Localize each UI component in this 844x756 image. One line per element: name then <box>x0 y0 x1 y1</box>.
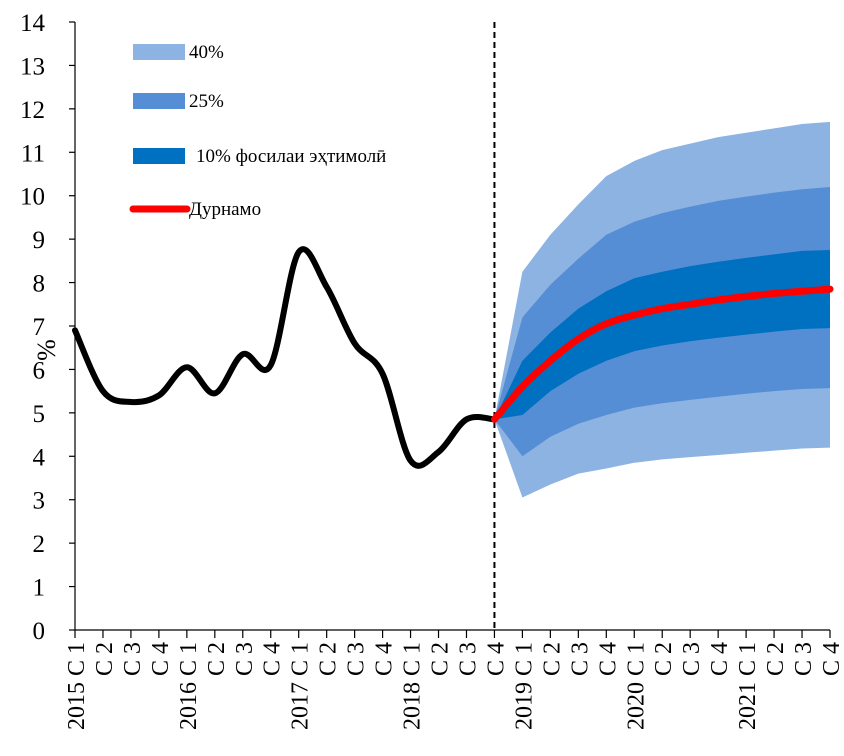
x-tick-label: С 2 <box>92 642 118 676</box>
x-tick-label: С 4 <box>148 642 174 676</box>
x-tick-label: С 4 <box>819 642 844 676</box>
y-tick-label: 7 <box>33 314 46 341</box>
chart-lines <box>72 22 834 630</box>
y-tick-label: 11 <box>21 140 45 167</box>
x-tick-label: С 4 <box>483 642 509 676</box>
x-tick-label: 2020 С 1 <box>623 642 649 730</box>
x-tick-label: 2015 С 1 <box>64 642 90 730</box>
x-tick-label: С 4 <box>260 642 286 676</box>
x-tick-label: С 4 <box>372 642 398 676</box>
x-tick-label: 2016 С 1 <box>176 642 202 730</box>
y-tick-label: 5 <box>33 401 46 428</box>
legend-swatch-band40 <box>133 44 185 60</box>
x-tick-label: С 2 <box>428 642 454 676</box>
x-tick-label: С 3 <box>567 642 593 676</box>
x-tick-label: С 2 <box>763 642 789 676</box>
x-tick-label: С 2 <box>204 642 230 676</box>
x-tick-label: С 3 <box>791 642 817 676</box>
legend-label: 25% <box>189 91 224 112</box>
y-tick-label: 2 <box>33 531 46 558</box>
legend-label: 10% фосилаи эҳтимолӣ <box>196 146 386 167</box>
y-tick-label: 6 <box>33 357 46 384</box>
x-tick-label: 2021 С 1 <box>735 642 761 730</box>
legend-swatch-band10 <box>133 148 185 164</box>
x-tick-label: С 3 <box>344 642 370 676</box>
x-tick-label: С 3 <box>679 642 705 676</box>
x-tick-label: С 2 <box>651 642 677 676</box>
x-tick-label: С 2 <box>539 642 565 676</box>
legend-label: Дурнамо <box>189 199 261 220</box>
chart-axes <box>69 21 831 638</box>
x-tick-label: С 3 <box>232 642 258 676</box>
x-tick-label: С 3 <box>455 642 481 676</box>
y-tick-label: 9 <box>33 227 46 254</box>
legend-label: 40% <box>189 42 224 63</box>
y-tick-label: 13 <box>20 53 45 80</box>
chart-legend: 40% 25% 10% фосилаи эҳтимолӣ Дурнамо <box>129 42 386 220</box>
x-tick-label: С 2 <box>316 642 342 676</box>
y-tick-label: 8 <box>33 271 46 298</box>
y-tick-label: 1 <box>33 575 46 602</box>
y-axis-label: % <box>32 339 61 361</box>
x-tick-label: 2019 С 1 <box>511 642 537 730</box>
x-tick-label: 2018 С 1 <box>400 642 426 730</box>
x-tick-label: С 4 <box>707 642 733 676</box>
baseline-forecast-line <box>490 285 834 423</box>
y-tick-label: 12 <box>20 97 45 124</box>
y-tick-label: 0 <box>33 618 46 645</box>
actual-series-line <box>72 246 498 469</box>
band-10-percent <box>494 250 830 420</box>
y-tick-label: 10 <box>20 184 45 211</box>
x-tick-label: С 3 <box>120 642 146 676</box>
x-tick-label: 2017 С 1 <box>288 642 314 730</box>
y-tick-label: 14 <box>20 10 46 37</box>
y-tick-label: 4 <box>33 444 46 471</box>
y-tick-label: 3 <box>33 488 46 515</box>
x-tick-label: С 4 <box>595 642 621 676</box>
legend-swatch-band25 <box>133 93 185 109</box>
